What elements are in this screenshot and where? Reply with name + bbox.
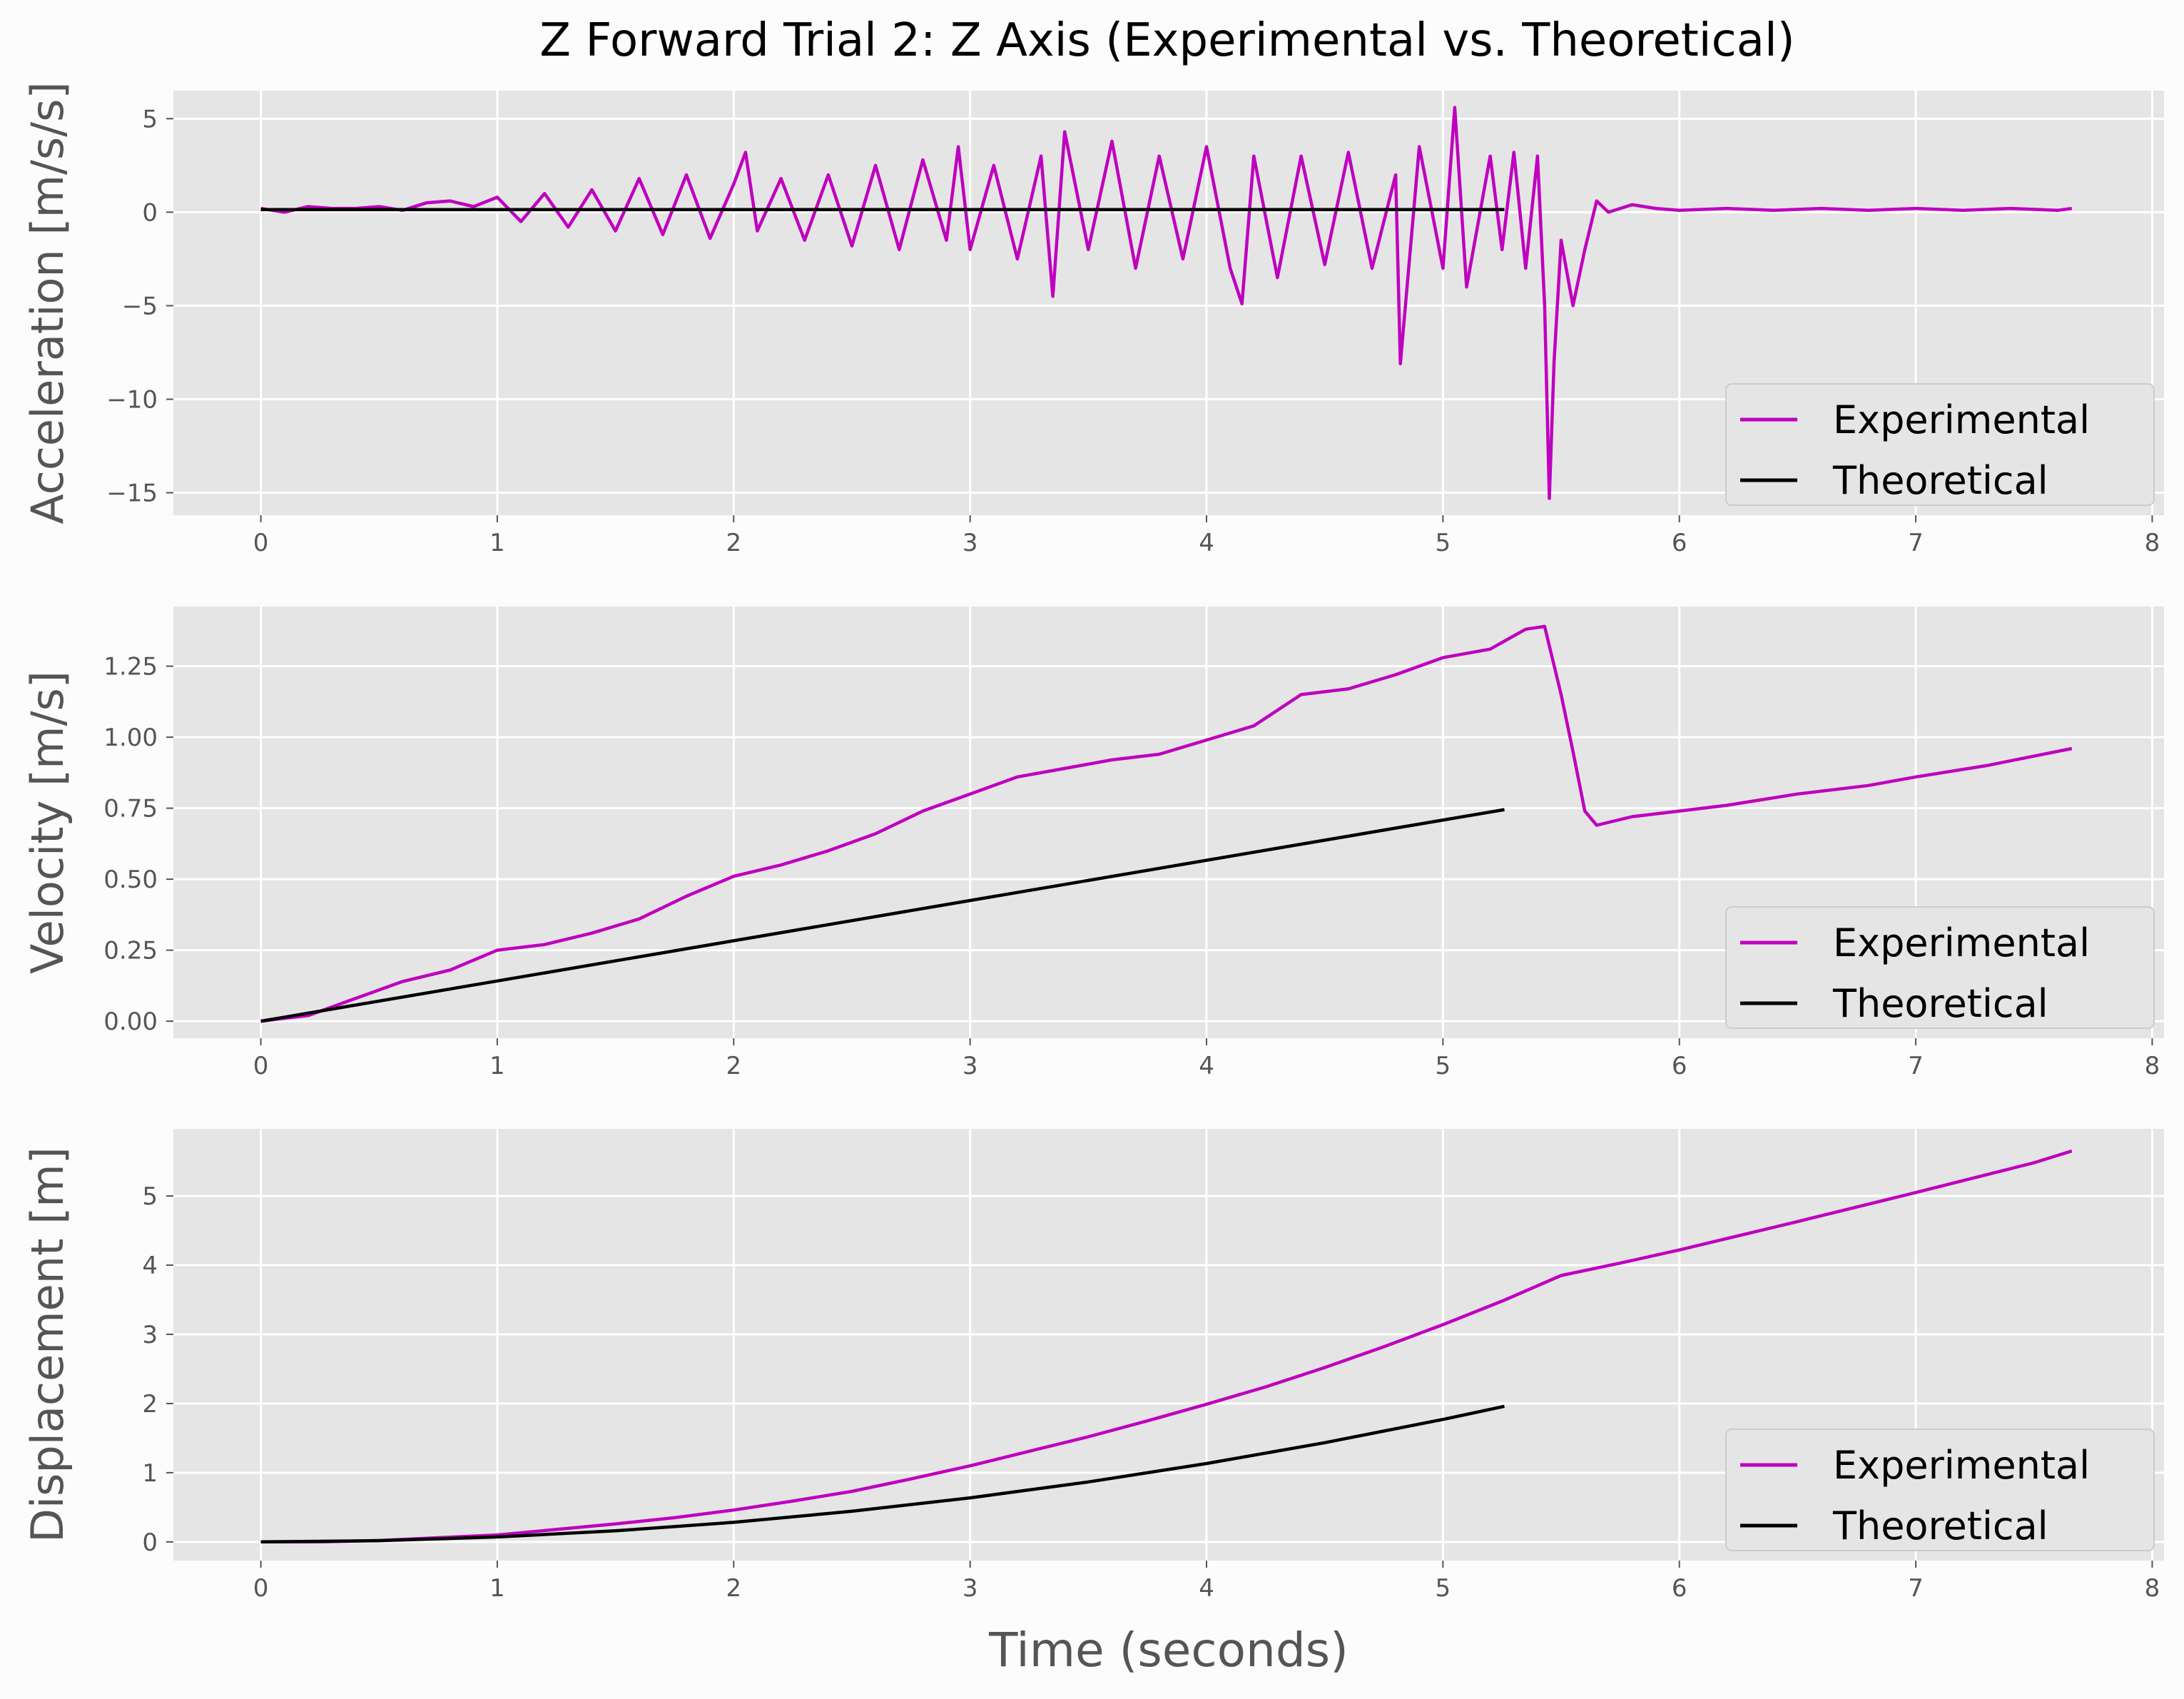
x-tick-label: 6 bbox=[1672, 529, 1687, 557]
x-tick-label: 3 bbox=[963, 1574, 978, 1603]
x-tick-label: 8 bbox=[2145, 1052, 2160, 1080]
legend-label-theoretical: Theoretical bbox=[1832, 981, 2048, 1026]
y-axis-label: Acceleration [m/s/s] bbox=[21, 81, 73, 524]
y-axis-label: Velocity [m/s] bbox=[21, 671, 73, 974]
x-tick-label: 2 bbox=[726, 1052, 741, 1080]
y-tick-label: 4 bbox=[142, 1252, 158, 1280]
x-tick-label: 5 bbox=[1436, 529, 1451, 557]
y-tick-label: 0.75 bbox=[103, 795, 158, 823]
x-tick-label: 2 bbox=[726, 1574, 741, 1603]
y-tick-label: 1.25 bbox=[103, 653, 158, 681]
series-line-theoretical bbox=[260, 808, 1505, 1023]
y-tick-label: 0.00 bbox=[103, 1008, 158, 1036]
x-tick-label: 0 bbox=[253, 1052, 269, 1080]
x-tick-label: 5 bbox=[1436, 1052, 1451, 1080]
y-tick-label: 3 bbox=[142, 1321, 158, 1349]
y-tick-label: 1.00 bbox=[103, 724, 158, 752]
y-tick-label: 2 bbox=[142, 1390, 158, 1419]
y-tick-label: 0 bbox=[142, 1528, 158, 1557]
y-tick-label: 0.50 bbox=[103, 866, 158, 894]
x-tick-label: 1 bbox=[489, 529, 505, 557]
x-tick-label: 1 bbox=[489, 1052, 505, 1080]
legend-box bbox=[1725, 906, 2155, 1029]
panels: 0 1 2 3 4 5 6 7 8 5 0 −5 −10 −15 Acceleration [m/s/s] E… bbox=[21, 81, 2164, 1678]
legend-box bbox=[1725, 383, 2155, 506]
x-tick-label: 7 bbox=[1908, 529, 1924, 557]
panel-2: 0 1 2 3 4 5 6 7 8 0.00 0.25 0.50 0.75 1.00 1.25 Velocit… bbox=[21, 607, 2164, 1080]
x-tick-label: 8 bbox=[2145, 1574, 2160, 1603]
x-tick-label: 3 bbox=[963, 529, 978, 557]
legend-label-experimental: Experimental bbox=[1833, 920, 2090, 965]
y-tick-label: 5 bbox=[142, 1182, 158, 1211]
legend: Experimental Theoretical bbox=[1725, 906, 2155, 1029]
legend: Experimental Theoretical bbox=[1725, 383, 2155, 506]
legend: Experimental Theoretical bbox=[1725, 1429, 2155, 1551]
x-tick-label: 8 bbox=[2145, 529, 2160, 557]
legend-label-theoretical: Theoretical bbox=[1832, 1503, 2048, 1548]
series-line-experimental bbox=[260, 106, 2073, 500]
series-line-experimental bbox=[260, 1149, 2073, 1544]
y-tick-label: −15 bbox=[106, 480, 158, 508]
x-tick-label: 6 bbox=[1672, 1574, 1687, 1603]
x-tick-label: 2 bbox=[726, 529, 741, 557]
y-tick-label: 5 bbox=[142, 105, 158, 133]
y-tick-label: 0 bbox=[142, 198, 158, 227]
x-tick-label: 0 bbox=[253, 529, 269, 557]
y-tick-label: −5 bbox=[122, 292, 158, 320]
y-tick-label: −10 bbox=[106, 385, 158, 414]
y-tick-label: 1 bbox=[142, 1459, 158, 1488]
x-tick-label: 0 bbox=[253, 1574, 269, 1603]
x-tick-label: 5 bbox=[1436, 1574, 1451, 1603]
x-tick-label: 7 bbox=[1908, 1052, 1924, 1080]
x-tick-label: 1 bbox=[489, 1574, 505, 1603]
x-tick-label: 4 bbox=[1199, 1574, 1214, 1603]
series-line-experimental bbox=[260, 624, 2073, 1023]
y-tick-label: 0.25 bbox=[103, 937, 158, 965]
x-tick-label: 4 bbox=[1199, 1052, 1214, 1080]
x-axis-label: Time (seconds) bbox=[988, 1623, 1349, 1678]
panel-1: 0 1 2 3 4 5 6 7 8 5 0 −5 −10 −15 Acceleration [m/s/s] E… bbox=[21, 81, 2164, 557]
x-tick-label: 4 bbox=[1199, 529, 1214, 557]
legend-label-theoretical: Theoretical bbox=[1832, 458, 2048, 503]
panel-3: 0 1 2 3 4 5 6 7 8 0 1 2 3 4 5 Displacement [m] Time (sec… bbox=[21, 1129, 2164, 1678]
legend-label-experimental: Experimental bbox=[1833, 1443, 2090, 1488]
x-tick-label: 6 bbox=[1672, 1052, 1687, 1080]
x-tick-label: 7 bbox=[1908, 1574, 1924, 1603]
legend-label-experimental: Experimental bbox=[1833, 397, 2090, 442]
chart-title: Z Forward Trial 2: Z Axis (Experimental … bbox=[539, 14, 1794, 67]
legend-box bbox=[1725, 1429, 2155, 1551]
x-tick-label: 3 bbox=[963, 1052, 978, 1080]
y-axis-label: Displacement [m] bbox=[21, 1147, 73, 1543]
series-line-theoretical bbox=[260, 1404, 1505, 1544]
